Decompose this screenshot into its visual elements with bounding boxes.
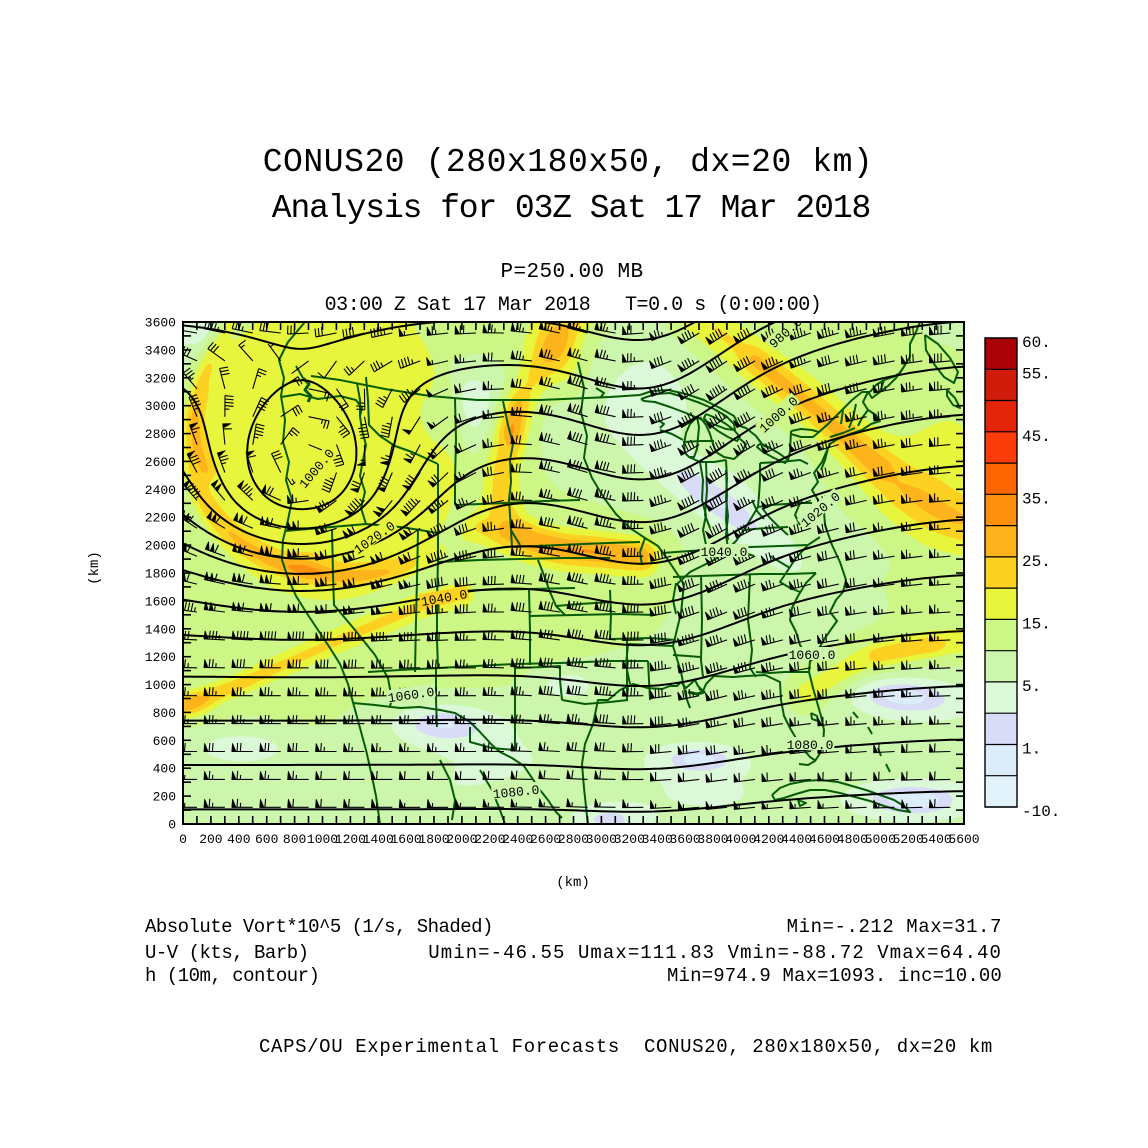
svg-text:400: 400 — [227, 832, 250, 847]
svg-text:0: 0 — [179, 832, 187, 847]
svg-text:03:00 Z Sat 17 Mar 2018 T=0.: 03:00 Z Sat 17 Mar 2018 T=0.0 s (0:00:00… — [325, 294, 822, 317]
svg-text:200: 200 — [199, 832, 222, 847]
svg-text:3800: 3800 — [697, 832, 728, 847]
svg-text:600: 600 — [255, 832, 278, 847]
svg-text:3000: 3000 — [586, 832, 617, 847]
svg-text:600: 600 — [153, 734, 176, 749]
svg-text:U-V (kts, Barb): U-V (kts, Barb) — [145, 942, 309, 964]
svg-text:Analysis for 03Z Sat 17 Mar 20: Analysis for 03Z Sat 17 Mar 2018 — [272, 190, 871, 227]
svg-text:1060.0: 1060.0 — [387, 685, 435, 706]
svg-text:3600: 3600 — [669, 832, 700, 847]
svg-text:Min=-.212 Max=31.7: Min=-.212 Max=31.7 — [787, 916, 1002, 938]
svg-text:3200: 3200 — [145, 371, 176, 386]
svg-text:2800: 2800 — [558, 832, 589, 847]
svg-text:3200: 3200 — [614, 832, 645, 847]
svg-text:4200: 4200 — [753, 832, 784, 847]
svg-text:4000: 4000 — [725, 832, 756, 847]
svg-text:2200: 2200 — [145, 511, 176, 526]
svg-text:1400: 1400 — [145, 622, 176, 637]
svg-text:2800: 2800 — [145, 427, 176, 442]
svg-text:5600: 5600 — [948, 832, 979, 847]
svg-text:1000: 1000 — [307, 832, 338, 847]
svg-text:3000: 3000 — [145, 399, 176, 414]
svg-text:2000: 2000 — [145, 539, 176, 554]
svg-text:45.: 45. — [1022, 428, 1051, 446]
svg-text:1000: 1000 — [145, 678, 176, 693]
svg-text:1800: 1800 — [145, 567, 176, 582]
svg-text:Umin=-46.55 Umax=111.83 Vmin=-: Umin=-46.55 Umax=111.83 Vmin=-88.72 Vmax… — [428, 942, 1002, 964]
svg-text:55.: 55. — [1022, 365, 1051, 383]
svg-text:800: 800 — [153, 706, 176, 721]
svg-text:1080.0: 1080.0 — [492, 783, 540, 803]
svg-text:1400: 1400 — [363, 832, 394, 847]
svg-text:1040.0: 1040.0 — [701, 545, 748, 560]
svg-text:35.: 35. — [1022, 490, 1051, 508]
svg-text:25.: 25. — [1022, 553, 1051, 571]
svg-text:800: 800 — [283, 832, 306, 847]
svg-text:1060.0: 1060.0 — [789, 648, 836, 663]
svg-text:4800: 4800 — [837, 832, 868, 847]
svg-text:Min=974.9 Max=1093. inc=10.00: Min=974.9 Max=1093. inc=10.00 — [667, 965, 1002, 987]
svg-text:5200: 5200 — [893, 832, 924, 847]
svg-text:5000: 5000 — [865, 832, 896, 847]
svg-text:1.: 1. — [1022, 741, 1041, 759]
svg-text:1800: 1800 — [418, 832, 449, 847]
svg-text:1080.0: 1080.0 — [787, 738, 834, 753]
svg-text:P=250.00 MB: P=250.00 MB — [500, 261, 643, 284]
svg-text:Absolute Vort*10^5 (1/s, Shade: Absolute Vort*10^5 (1/s, Shaded) — [145, 916, 493, 938]
svg-text:1200: 1200 — [145, 650, 176, 665]
svg-text:2600: 2600 — [145, 455, 176, 470]
svg-text:3400: 3400 — [642, 832, 673, 847]
svg-text:2400: 2400 — [502, 832, 533, 847]
svg-text:400: 400 — [153, 762, 176, 777]
svg-text:2400: 2400 — [145, 483, 176, 498]
svg-text:5400: 5400 — [920, 832, 951, 847]
svg-text:CAPS/OU Experimental Forecasts: CAPS/OU Experimental Forecasts CONUS20, … — [259, 1036, 993, 1058]
svg-text:(km): (km) — [87, 551, 103, 585]
svg-text:4400: 4400 — [781, 832, 812, 847]
svg-text:(km): (km) — [556, 875, 590, 891]
svg-text:60.: 60. — [1022, 334, 1051, 352]
svg-text:200: 200 — [153, 790, 176, 805]
svg-text:5.: 5. — [1022, 678, 1041, 696]
svg-text:CONUS20 (280x180x50, dx=20 km): CONUS20 (280x180x50, dx=20 km) — [263, 144, 874, 181]
svg-text:15.: 15. — [1022, 615, 1051, 633]
svg-text:1600: 1600 — [390, 832, 421, 847]
svg-text:h (10m, contour): h (10m, contour) — [145, 965, 319, 987]
svg-text:3600: 3600 — [145, 316, 176, 331]
svg-text:0: 0 — [168, 818, 176, 833]
svg-text:2000: 2000 — [446, 832, 477, 847]
svg-text:1200: 1200 — [335, 832, 366, 847]
svg-text:3400: 3400 — [145, 343, 176, 358]
svg-text:4600: 4600 — [809, 832, 840, 847]
svg-text:-10.: -10. — [1022, 803, 1060, 821]
svg-text:2600: 2600 — [530, 832, 561, 847]
svg-text:1600: 1600 — [145, 594, 176, 609]
svg-text:2200: 2200 — [474, 832, 505, 847]
